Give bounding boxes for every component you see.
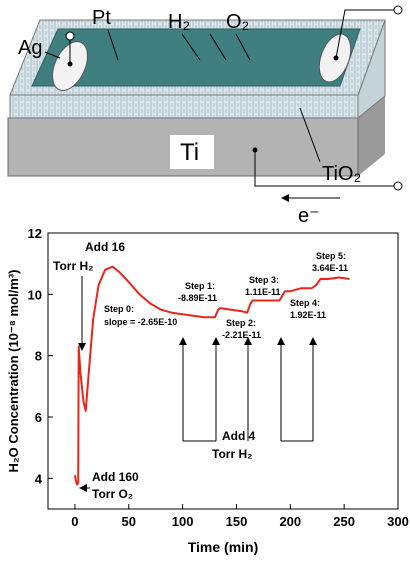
- annotation: -2.21E-11: [222, 330, 261, 340]
- x-tick-label: 200: [279, 514, 301, 529]
- annotation: Torr H₂: [212, 447, 252, 461]
- diagram-label: Pt: [92, 7, 111, 29]
- y-tick-label: 4: [35, 471, 43, 486]
- pt-film: [31, 28, 361, 87]
- annotation: 1.92E-11: [290, 310, 326, 320]
- diagram-label: Ti: [180, 139, 199, 166]
- x-tick-label: 50: [122, 514, 136, 529]
- annotation: Add 4: [222, 429, 256, 443]
- annotation: 3.64E-11: [312, 263, 348, 273]
- x-tick-label: 100: [172, 514, 194, 529]
- annotation: -8.89E-11: [178, 293, 217, 303]
- wire: [254, 150, 394, 187]
- x-tick-label: 0: [71, 514, 78, 529]
- x-tick-label: 150: [226, 514, 248, 529]
- y-tick-label: 12: [28, 226, 42, 241]
- annotation: Step 5:: [316, 251, 346, 261]
- plot-frame: [47, 232, 399, 510]
- leader: [44, 51, 61, 59]
- annotation-arrows: [78, 276, 317, 492]
- contact-dot: [252, 147, 258, 153]
- annotation: Step 2:: [226, 318, 256, 328]
- annotation: Step 1:: [185, 281, 215, 291]
- y-tick-label: 10: [28, 287, 42, 302]
- terminal: [393, 5, 403, 15]
- y-tick-label: 6: [35, 410, 42, 425]
- annotation: Add 16: [85, 240, 125, 254]
- diagram-label: H₂: [168, 11, 190, 33]
- y-axis-label: H₂O Concentration (10⁻⁸ mol/m³): [6, 270, 21, 473]
- x-axis-label: Time (min): [188, 539, 259, 555]
- leader: [299, 107, 321, 163]
- annotation: Add 160: [92, 470, 139, 484]
- diagram-label: e⁻: [298, 205, 320, 227]
- annotation: Torr H₂: [53, 259, 93, 273]
- x-tick-label: 300: [387, 514, 409, 529]
- contact-dot: [333, 55, 339, 61]
- leader: [181, 33, 201, 61]
- terminal: [65, 31, 75, 41]
- leader: [209, 33, 227, 61]
- annotation: Step 0:: [104, 304, 134, 314]
- diagram-label: Ag: [18, 37, 42, 59]
- annotation: Step 4:: [290, 298, 320, 308]
- annotation: Step 3:: [249, 275, 279, 285]
- leader: [235, 33, 251, 61]
- diagram-label: TiO₂: [322, 163, 361, 185]
- terminal: [393, 181, 403, 191]
- data-line: [73, 265, 350, 486]
- annotation: slope = -2.65E-10: [104, 317, 177, 327]
- leader: [107, 29, 119, 61]
- y-tick-label: 8: [35, 349, 42, 364]
- tio2-front: [9, 94, 359, 119]
- annotation: 1.11E-11: [245, 287, 281, 297]
- ti-label-box: [170, 135, 214, 169]
- diagram-label: O₂: [226, 11, 249, 33]
- contact-dot: [67, 61, 73, 67]
- annotation: Torr O₂: [92, 487, 133, 501]
- wire: [335, 9, 394, 59]
- x-tick-label: 250: [333, 514, 355, 529]
- device-diagram: Ag Pt H₂ O₂ Ti TiO₂ e⁻: [7, 5, 403, 227]
